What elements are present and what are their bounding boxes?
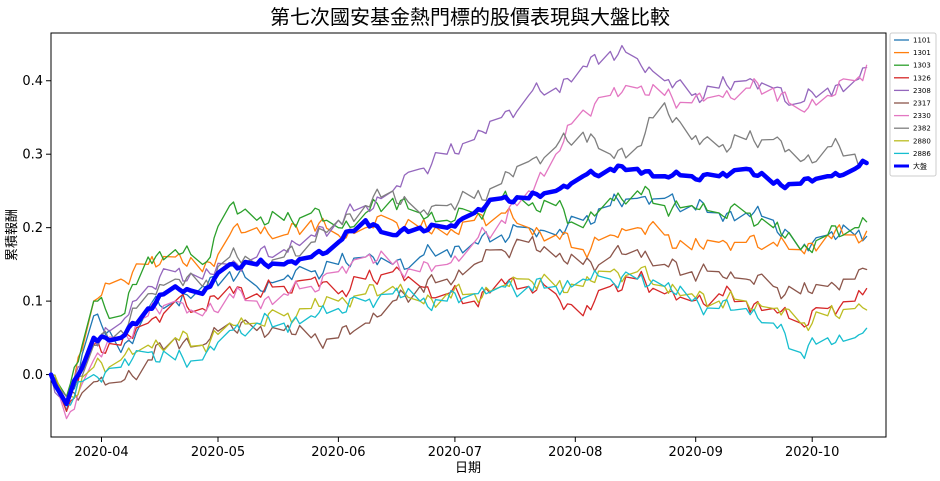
plot-frame — [50, 32, 887, 438]
x-tick-label: 2020-07 — [428, 445, 482, 460]
y-tick-label: 0.3 — [22, 148, 43, 163]
legend-label: 1303 — [913, 62, 931, 70]
series-line-2886 — [50, 269, 868, 406]
series-line-大盤 — [48, 158, 869, 407]
legend-label: 2880 — [913, 137, 931, 145]
chart-title: 第七次國安基金熱門標的股價表現與大盤比較 — [270, 5, 670, 29]
x-tick-label: 2020-05 — [191, 445, 245, 460]
series-lines — [48, 44, 869, 420]
y-tick-label: 0.1 — [22, 295, 43, 310]
legend-label: 2317 — [913, 100, 931, 108]
legend: 1101 1301 1303 1326 2308 2317 2330 2382 2880 2886… — [889, 32, 937, 177]
x-tick-label: 2020-06 — [311, 445, 365, 460]
series-line-2317 — [50, 235, 868, 405]
series-line-1301 — [50, 207, 868, 405]
legend-label: 2308 — [913, 87, 931, 95]
x-axis: 2020-04 2020-05 2020-06 2020-07 2020-08 2020-… — [74, 437, 839, 460]
legend-label: 1326 — [913, 74, 931, 82]
y-axis: 0.0 0.1 0.2 0.3 0.4 — [22, 74, 51, 383]
series-line-1101 — [50, 193, 868, 412]
legend-label: 2886 — [913, 150, 931, 158]
y-tick-label: 0.2 — [22, 221, 43, 236]
x-tick-label: 2020-10 — [785, 445, 839, 460]
y-axis-label: 累積報酬 — [5, 209, 20, 261]
legend-label: 1101 — [913, 37, 931, 45]
legend-label: 2382 — [913, 125, 931, 133]
x-tick-label: 2020-09 — [669, 445, 723, 460]
x-axis-label: 日期 — [455, 461, 481, 476]
series-line-2382 — [50, 102, 868, 398]
y-tick-label: 0.0 — [22, 368, 43, 383]
series-line-1303 — [50, 185, 868, 398]
series-line-2308 — [50, 44, 868, 405]
legend-label: 2330 — [913, 112, 931, 120]
x-tick-label: 2020-08 — [548, 445, 602, 460]
y-tick-label: 0.4 — [22, 74, 43, 89]
series-line-2880 — [50, 265, 868, 405]
legend-label: 大盤 — [913, 162, 927, 171]
series-line-2330 — [50, 64, 868, 420]
x-tick-label: 2020-04 — [74, 445, 128, 460]
legend-label: 1301 — [913, 49, 931, 57]
